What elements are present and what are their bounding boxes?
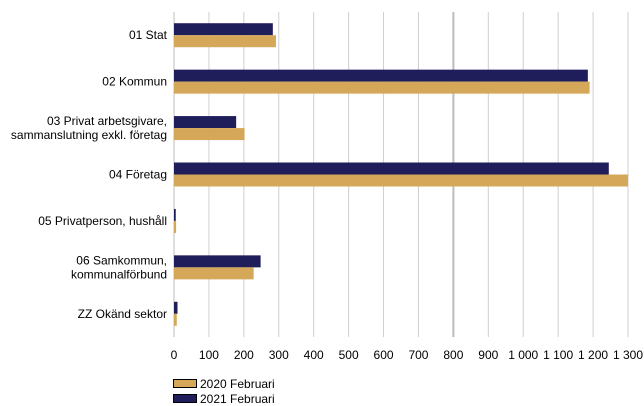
legend-label-2021: 2021 Februari (200, 391, 275, 406)
x-tick-label: 1 000 (508, 348, 538, 362)
x-tick-label: 1 100 (543, 348, 573, 362)
legend: 2020 Februari 2021 Februari (173, 376, 275, 406)
bar (174, 162, 609, 175)
x-tick-label: 600 (374, 348, 394, 362)
legend-label-2020: 2020 Februari (200, 376, 275, 391)
category-label: ZZ Okänd sektor (78, 307, 167, 321)
x-tick-label: 700 (408, 348, 428, 362)
legend-item-2020: 2020 Februari (173, 376, 275, 391)
bars (174, 23, 628, 326)
bar (174, 128, 245, 141)
category-label: 03 Privat arbetsgivare, (47, 114, 167, 128)
x-tick-label: 900 (478, 348, 498, 362)
category-label: sammanslutning exkl. företag (11, 128, 167, 142)
bar (174, 208, 176, 221)
category-label: 01 Stat (129, 28, 168, 42)
bar (174, 313, 177, 326)
legend-item-2021: 2021 Februari (173, 391, 275, 406)
x-tick-label: 800 (443, 348, 463, 362)
category-label: 05 Privatperson, hushåll (38, 214, 167, 228)
x-tick-label: 400 (304, 348, 324, 362)
x-tick-label: 200 (234, 348, 254, 362)
x-tick-label: 1 200 (578, 348, 608, 362)
bar (174, 174, 628, 187)
x-tick-label: 300 (269, 348, 289, 362)
legend-swatch-2021 (173, 394, 197, 403)
category-label: 06 Samkommun, (76, 253, 167, 267)
bar (174, 69, 588, 82)
x-tick-label: 1 300 (613, 348, 643, 362)
bar-chart: 01 Stat 02 Kommun 03 Privat arbetsgivare,s… (11, 12, 644, 362)
x-tick-label: 100 (199, 348, 219, 362)
category-label: kommunalförbund (71, 267, 167, 281)
category-label: 04 Företag (109, 168, 167, 182)
bar (174, 255, 261, 268)
bar (174, 220, 177, 233)
x-tick-labels: 0 100 200 300 400 500 600 700 800 900 1 000 1 100 1 … (171, 348, 644, 362)
category-labels: 01 Stat 02 Kommun 03 Privat arbetsgivare,s… (11, 28, 168, 321)
bar (174, 267, 254, 280)
bar (174, 116, 237, 129)
x-tick-label: 500 (339, 348, 359, 362)
bar (174, 81, 590, 94)
bar (174, 301, 178, 314)
legend-swatch-2020 (173, 379, 197, 388)
category-label: 02 Kommun (102, 75, 167, 89)
bar (174, 23, 273, 36)
x-tick-label: 0 (171, 348, 178, 362)
bar (174, 35, 276, 48)
